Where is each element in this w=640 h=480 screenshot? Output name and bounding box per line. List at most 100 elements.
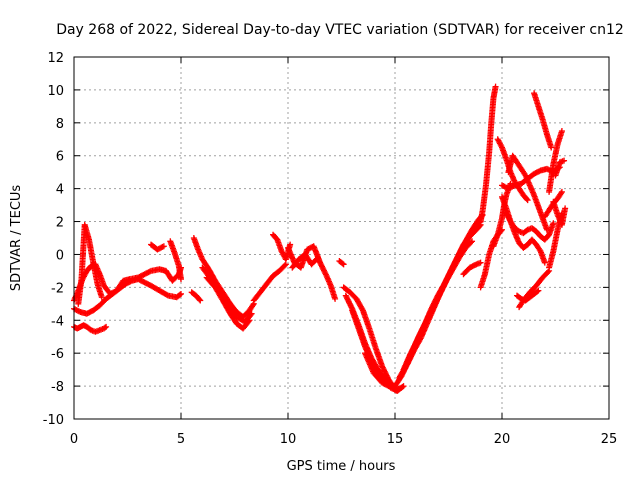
data-point [535, 287, 542, 294]
data-point [543, 226, 550, 233]
series-track-35 [531, 90, 555, 151]
y-tick-label: 8 [56, 117, 64, 132]
series-track-25 [477, 83, 499, 225]
series-track-31 [503, 210, 557, 243]
x-tick-label: 15 [387, 432, 404, 447]
series-track-34 [513, 287, 542, 304]
grid [73, 56, 610, 420]
data-point [558, 128, 565, 135]
series-track-30 [499, 193, 548, 266]
series-track-7 [188, 289, 204, 304]
x-tick-label: 20 [494, 432, 511, 447]
series-track-23 [404, 211, 486, 367]
data-point [332, 295, 339, 302]
x-tick-label: 5 [177, 432, 185, 447]
series-track-4 [75, 221, 105, 307]
data-point [541, 259, 548, 266]
series-track-24 [460, 259, 484, 278]
data-point [281, 262, 288, 269]
data-point [339, 260, 346, 267]
data-point [492, 83, 499, 90]
series-track-11 [250, 261, 289, 304]
chart-title: Day 268 of 2022, Sidereal Day-to-day VTE… [56, 22, 624, 38]
data-point [178, 290, 184, 297]
data-point [160, 243, 167, 250]
data-point [467, 239, 474, 246]
series-track-6 [167, 238, 184, 283]
data-point [399, 383, 406, 390]
y-tick-label: 12 [47, 51, 64, 66]
data-point [246, 317, 253, 324]
x-tick-label: 0 [70, 432, 78, 447]
series-track-3 [71, 322, 110, 335]
data-point [245, 318, 252, 325]
y-tick-label: 0 [56, 248, 64, 263]
data-point [548, 144, 555, 151]
data-point [534, 288, 541, 295]
x-tick-label: 10 [280, 432, 297, 447]
data-point [384, 382, 391, 389]
data-point [472, 261, 479, 268]
data-point [313, 255, 320, 262]
y-tick-label: 2 [56, 216, 64, 231]
data-point [545, 269, 552, 276]
data-point [98, 294, 105, 301]
y-tick-label: -2 [51, 281, 64, 296]
x-axis-label: GPS time / hours [287, 459, 396, 474]
series-track-26 [477, 226, 505, 291]
data-point [248, 310, 255, 317]
data-point [103, 323, 110, 330]
y-tick-label: -4 [51, 314, 64, 329]
series-track-13 [285, 243, 339, 302]
series-track-14 [289, 251, 321, 271]
tick-labels: 0 5 10 15 20 25 -10 -8 -6 -4 -2 0 2 4 6 8 10 12 [43, 51, 618, 447]
series-track-16 [340, 284, 398, 393]
series-track-33 [516, 267, 553, 311]
series-track-28 [494, 136, 531, 204]
series-track-10 [203, 274, 253, 332]
y-tick-label: -8 [51, 380, 64, 395]
series-track-36 [546, 128, 565, 195]
data-point [523, 196, 530, 203]
data-point [159, 243, 166, 250]
data-point [102, 324, 109, 331]
y-tick-label: 6 [56, 150, 64, 165]
data-point [146, 268, 153, 275]
data-points [71, 83, 569, 395]
data-point [314, 254, 321, 261]
series-track-40 [550, 198, 569, 228]
data-point [340, 261, 347, 268]
series-track-2 [71, 276, 184, 317]
data-point [558, 188, 565, 195]
plot-frame [73, 56, 610, 420]
data-point [561, 157, 568, 164]
x-tick-label: 25 [601, 432, 618, 447]
data-point [558, 190, 565, 197]
series-track-19 [362, 350, 392, 390]
data-point [287, 241, 294, 248]
data-point [178, 276, 184, 283]
y-tick-label: -10 [43, 413, 64, 428]
data-point [477, 259, 484, 266]
data-point [562, 205, 569, 212]
y-axis-label: SDTVAR / TECUs [9, 185, 24, 292]
data-point [524, 197, 531, 204]
y-tick-label: 10 [47, 84, 64, 99]
data-point [247, 311, 254, 318]
y-tick-label: 4 [56, 183, 64, 198]
data-point [176, 291, 183, 298]
series-track-32 [505, 152, 550, 233]
series-track-5 [148, 241, 167, 253]
data-point [400, 383, 407, 390]
data-point [249, 302, 256, 309]
data-point [385, 383, 392, 390]
series-track-39 [552, 157, 568, 179]
series-track-15 [336, 258, 347, 268]
data-point [196, 296, 203, 303]
y-tick-label: -6 [51, 347, 64, 362]
data-point [197, 297, 204, 304]
data-point [469, 238, 476, 245]
data-point [359, 306, 366, 313]
data-point [550, 220, 557, 227]
